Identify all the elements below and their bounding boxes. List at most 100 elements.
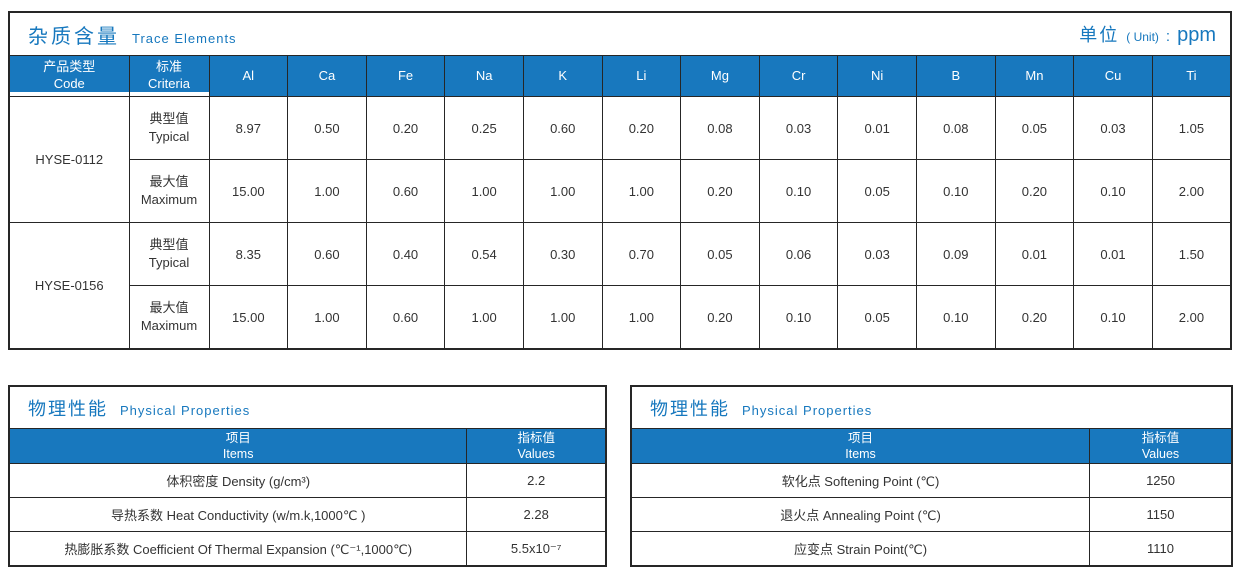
value-cell: 1.05 — [1151, 96, 1232, 160]
column-header-mn: Mn — [994, 55, 1075, 97]
value-cell: 0.03 — [837, 222, 917, 286]
value-cell: 0.30 — [522, 222, 603, 286]
column-header-ti: Ti — [1151, 55, 1232, 97]
physical-properties-table-right: 物理性能 Physical Properties 项目 Items 指标值 Va… — [630, 385, 1233, 567]
value-cell: 0.05 — [837, 285, 917, 350]
value-cell: 0.20 — [994, 285, 1075, 350]
column-header-ca: Ca — [287, 55, 367, 97]
column-header-code: 产品类型 Code — [8, 55, 130, 97]
value-cell: 0.08 — [680, 96, 760, 160]
property-item: 热膨胀系数 Coefficient Of Thermal Expansion (… — [8, 531, 468, 567]
value-cell: 0.10 — [1073, 285, 1153, 350]
criteria-cell: 最大值 Maximum — [128, 285, 210, 350]
column-header-items: 项目 Items — [8, 428, 468, 464]
property-item: 应变点 Strain Point(℃) — [630, 531, 1091, 567]
value-cell: 0.60 — [522, 96, 603, 160]
value-cell: 0.40 — [365, 222, 446, 286]
table-row: HYSE-0112 典型值 Typical 8.97 0.50 0.20 0.2… — [8, 96, 1232, 223]
phys-title-zh: 物理性能 — [650, 398, 730, 419]
phys-title-row: 物理性能 Physical Properties — [631, 386, 1232, 429]
value-cell: 0.05 — [994, 96, 1075, 160]
phys-header-row: 项目 Items 指标值 Values — [630, 428, 1233, 464]
phys-title-en: Physical Properties — [742, 402, 873, 418]
table-row: 退火点 Annealing Point (℃) 1150 — [630, 497, 1233, 532]
phys-title-en: Physical Properties — [120, 402, 251, 418]
value-cell: 1.50 — [1151, 222, 1232, 286]
value-cell: 0.60 — [287, 222, 367, 286]
value-cell: 1.00 — [522, 285, 603, 350]
unit-colon: : — [1165, 28, 1171, 45]
product-code: HYSE-0156 — [8, 222, 130, 350]
physical-properties-section-right: 物理性能 Physical Properties 项目 Items 指标值 Va… — [630, 385, 1233, 567]
value-cell: 1.00 — [287, 285, 367, 350]
table-row: 体积密度 Density (g/cm³) 2.2 — [8, 463, 607, 498]
value-cell: 0.05 — [680, 222, 760, 286]
value-cell: 0.10 — [915, 285, 996, 350]
phys-title: 物理性能 Physical Properties — [28, 395, 250, 421]
trace-elements-table: 杂质含量 Trace Elements 单位 ( Unit) : ppm 产品类… — [8, 11, 1232, 350]
value-cell: 0.09 — [915, 222, 996, 286]
value-cell: 1.00 — [444, 159, 524, 223]
value-cell: 0.20 — [994, 159, 1075, 223]
unit-value: ppm — [1177, 24, 1216, 46]
value-cell: 0.20 — [680, 159, 760, 223]
property-item: 软化点 Softening Point (℃) — [630, 463, 1091, 498]
value-cell: 0.01 — [837, 96, 917, 160]
value-cell: 0.25 — [444, 96, 524, 160]
property-value: 5.5x10⁻⁷ — [466, 531, 607, 567]
value-cell: 1.00 — [444, 285, 524, 350]
column-header-values: 指标值 Values — [466, 428, 607, 464]
value-cell: 0.06 — [758, 222, 839, 286]
value-cell: 0.70 — [601, 222, 682, 286]
phys-title-row: 物理性能 Physical Properties — [9, 386, 606, 429]
value-cell: 8.97 — [208, 96, 289, 160]
column-header-criteria: 标准 Criteria — [128, 55, 210, 97]
property-value: 1150 — [1089, 497, 1233, 532]
column-header-k: K — [522, 55, 603, 97]
column-header-na: Na — [444, 55, 524, 97]
value-cell: 0.01 — [994, 222, 1075, 286]
unit-label: 单位 ( Unit) : ppm — [1079, 21, 1216, 47]
value-cell: 0.20 — [601, 96, 682, 160]
table-row: 应变点 Strain Point(℃) 1110 — [630, 531, 1233, 567]
property-item: 退火点 Annealing Point (℃) — [630, 497, 1091, 532]
phys-title-zh: 物理性能 — [28, 398, 108, 419]
table-row: 导热系数 Heat Conductivity (w/m.k,1000℃ ) 2.… — [8, 497, 607, 532]
trace-title-en: Trace Elements — [132, 30, 237, 46]
property-value: 2.2 — [466, 463, 607, 498]
value-cell: 0.10 — [915, 159, 996, 223]
value-cell: 0.10 — [758, 285, 839, 350]
value-cell: 1.00 — [287, 159, 367, 223]
table-row: 最大值 Maximum 15.00 1.00 0.60 1.00 1.00 1.… — [9, 285, 1232, 350]
value-cell: 0.10 — [1073, 159, 1153, 223]
product-code: HYSE-0112 — [8, 96, 130, 223]
criteria-cell: 最大值 Maximum — [128, 159, 210, 223]
trace-title: 杂质含量 Trace Elements — [28, 20, 237, 49]
value-cell: 1.00 — [522, 159, 603, 223]
value-cell: 0.03 — [758, 96, 839, 160]
table-row: 热膨胀系数 Coefficient Of Thermal Expansion (… — [8, 531, 607, 567]
value-cell: 0.08 — [915, 96, 996, 160]
phys-header-row: 项目 Items 指标值 Values — [8, 428, 607, 464]
table-row: HYSE-0156 典型值 Typical 8.35 0.60 0.40 0.5… — [8, 222, 1232, 350]
value-cell: 0.20 — [680, 285, 760, 350]
column-header-fe: Fe — [365, 55, 446, 97]
physical-properties-section-left: 物理性能 Physical Properties 项目 Items 指标值 Va… — [8, 385, 607, 567]
value-cell: 0.60 — [365, 285, 446, 350]
unit-en: ( Unit) — [1126, 30, 1159, 44]
column-header-li: Li — [601, 55, 682, 97]
value-cell: 1.00 — [601, 159, 682, 223]
value-cell: 0.54 — [444, 222, 524, 286]
column-header-b: B — [915, 55, 996, 97]
value-cell: 0.50 — [287, 96, 367, 160]
value-cell: 0.10 — [758, 159, 839, 223]
column-header-ni: Ni — [837, 55, 917, 97]
column-header-mg: Mg — [680, 55, 760, 97]
trace-title-zh: 杂质含量 — [28, 25, 120, 48]
table-row: 软化点 Softening Point (℃) 1250 — [630, 463, 1233, 498]
column-header-values: 指标值 Values — [1089, 428, 1233, 464]
trace-header-row: 产品类型 Code 标准 Criteria Al Ca Fe Na K Li M… — [8, 55, 1232, 97]
column-header-items: 项目 Items — [630, 428, 1091, 464]
table-row: 最大值 Maximum 15.00 1.00 0.60 1.00 1.00 1.… — [9, 159, 1232, 223]
unit-zh: 单位 — [1079, 25, 1120, 45]
